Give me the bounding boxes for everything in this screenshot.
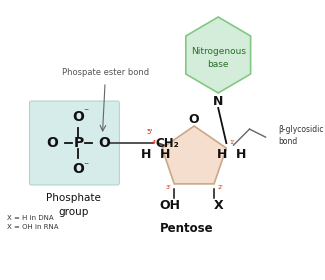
Text: O: O [189, 113, 200, 125]
Text: 2': 2' [217, 185, 223, 190]
Polygon shape [162, 126, 226, 184]
Text: β-glycosidic
bond: β-glycosidic bond [278, 125, 323, 146]
Text: ⁻: ⁻ [83, 107, 88, 117]
Text: H: H [141, 148, 151, 161]
Text: Phosphate
group: Phosphate group [46, 193, 101, 217]
Text: X = OH in RNA: X = OH in RNA [7, 224, 58, 230]
Text: 1': 1' [230, 140, 236, 144]
Text: H: H [236, 148, 247, 161]
Text: O: O [72, 162, 84, 176]
Text: Nitrogenous
base: Nitrogenous base [191, 47, 246, 69]
Text: O: O [98, 136, 110, 150]
Polygon shape [186, 17, 251, 93]
Text: H: H [217, 148, 227, 161]
Text: O: O [46, 136, 58, 150]
Text: 4': 4' [152, 140, 158, 144]
Text: O: O [72, 110, 84, 124]
Text: CH₂: CH₂ [156, 137, 180, 150]
Text: ⁻: ⁻ [83, 161, 88, 171]
Text: OH: OH [159, 199, 180, 213]
Text: N: N [213, 95, 223, 108]
FancyBboxPatch shape [29, 101, 119, 185]
Text: X = H in DNA: X = H in DNA [7, 215, 54, 221]
Text: P: P [73, 136, 84, 150]
Text: Pentose: Pentose [160, 221, 214, 235]
Text: 3': 3' [165, 185, 171, 190]
Text: 5': 5' [147, 129, 153, 135]
Text: X: X [214, 199, 223, 213]
Text: H: H [160, 148, 170, 161]
Text: Phospate ester bond: Phospate ester bond [61, 67, 149, 76]
